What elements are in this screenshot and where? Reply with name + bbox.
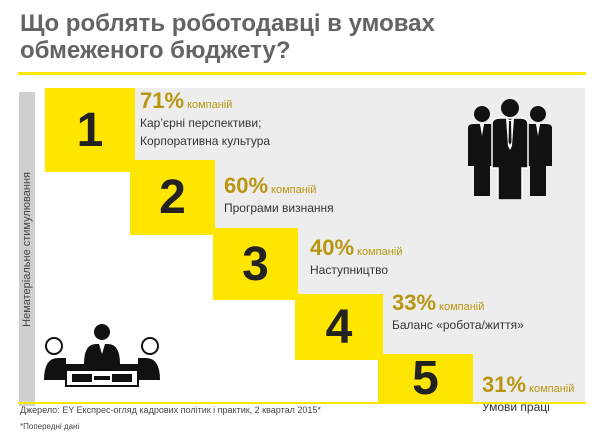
step-3-shadow [295,228,585,294]
step-2-text: 60% компаній Програми визнання [224,173,334,217]
step-2-number: 2 [159,171,186,224]
step-3-desc: Наступництво [310,263,389,277]
source-note: Джерело: EY Експрес-огляд кадрових політ… [20,405,321,415]
step-1-number: 1 [76,103,104,157]
side-label-text: Нематеріальне стимулювання [21,171,33,327]
step-2-desc: Програми визнання [224,201,334,215]
step-4-shadow [378,294,585,354]
footnote: *Попередні дані [20,422,80,431]
step-5-percent: 31% [482,372,527,397]
side-label-bar [19,92,35,406]
step-1-block: 1 [45,88,135,172]
step-3-block: 3 [213,228,298,300]
step-3-percent: 40% [310,235,355,260]
side-label: Нематеріальне стимулювання [18,92,36,406]
step-4-percent: 33% [392,290,437,315]
footer-rule [18,402,586,404]
step-5-block: 5 [378,352,473,405]
step-3-text: 40% компаній Наступництво [310,235,402,279]
title-underline [18,72,586,75]
step-3-number: 3 [242,237,269,291]
step-4-number: 4 [325,300,353,354]
step-3-unit: компаній [357,246,403,258]
meeting-icon [42,322,162,390]
business-people-icon [462,96,558,201]
step-1-text: 71% компаній Кар’єрні перспективи; Корпор… [140,88,270,150]
step-1-desc-line1: Кар’єрні перспективи; [140,116,262,130]
step-5-shadow [470,354,585,402]
page-title: Що роблять роботодавці в умовах обмежено… [20,10,435,64]
step-1-desc-line2: Корпоративна культура [140,134,271,148]
step-2-percent: 60% [224,173,269,198]
step-4-block: 4 [295,294,383,360]
step-5-text: 31% компаній Умови праці [482,372,574,416]
step-2-unit: компаній [271,184,317,196]
step-2-block: 2 [130,160,215,235]
step-2-shadow [213,160,585,228]
step-1-unit: компаній [187,99,233,111]
step-5-unit: компаній [529,383,575,395]
step-5-number: 5 [412,351,439,405]
step-4-desc: Баланс «робота/життя» [392,318,524,332]
step-4-unit: компаній [439,301,485,313]
step-5-desc: Умови праці [482,400,550,414]
step-4-text: 33% компаній Баланс «робота/життя» [392,290,524,334]
step-1-percent: 71% [140,88,185,113]
